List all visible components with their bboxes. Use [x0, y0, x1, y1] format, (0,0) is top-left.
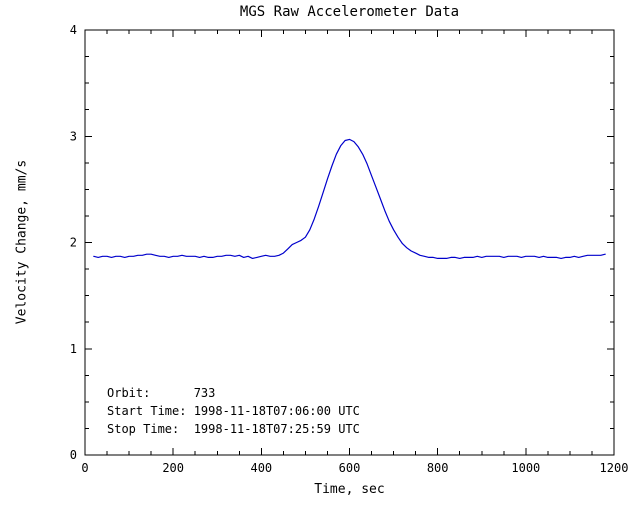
y-tick-label: 3: [70, 129, 77, 143]
y-tick-label: 2: [70, 236, 77, 250]
x-tick-label: 0: [81, 461, 88, 475]
y-tick-label: 1: [70, 342, 77, 356]
x-axis-label: Time, sec: [314, 482, 385, 497]
data-line: [93, 138, 606, 259]
chart-title: MGS Raw Accelerometer Data: [239, 4, 460, 20]
x-tick-label: 600: [339, 461, 361, 475]
x-tick-label: 1200: [600, 461, 629, 475]
y-tick-label: 0: [70, 448, 77, 462]
x-tick-label: 400: [250, 461, 272, 475]
annotation-stop-time: Stop Time: 1998-11-18T07:25:59 UTC: [107, 422, 360, 436]
x-tick-label: 800: [427, 461, 449, 475]
annotations-block: Orbit: 733 Start Time: 1998-11-18T07:06:…: [107, 384, 360, 438]
annotation-start-time: Start Time: 1998-11-18T07:06:00 UTC: [107, 404, 360, 418]
y-axis-label: Velocity Change, mm/s: [14, 159, 30, 325]
annotation-orbit: Orbit: 733: [107, 386, 216, 400]
x-tick-label: 1000: [511, 461, 540, 475]
x-tick-label: 200: [162, 461, 184, 475]
y-tick-label: 4: [70, 23, 77, 37]
